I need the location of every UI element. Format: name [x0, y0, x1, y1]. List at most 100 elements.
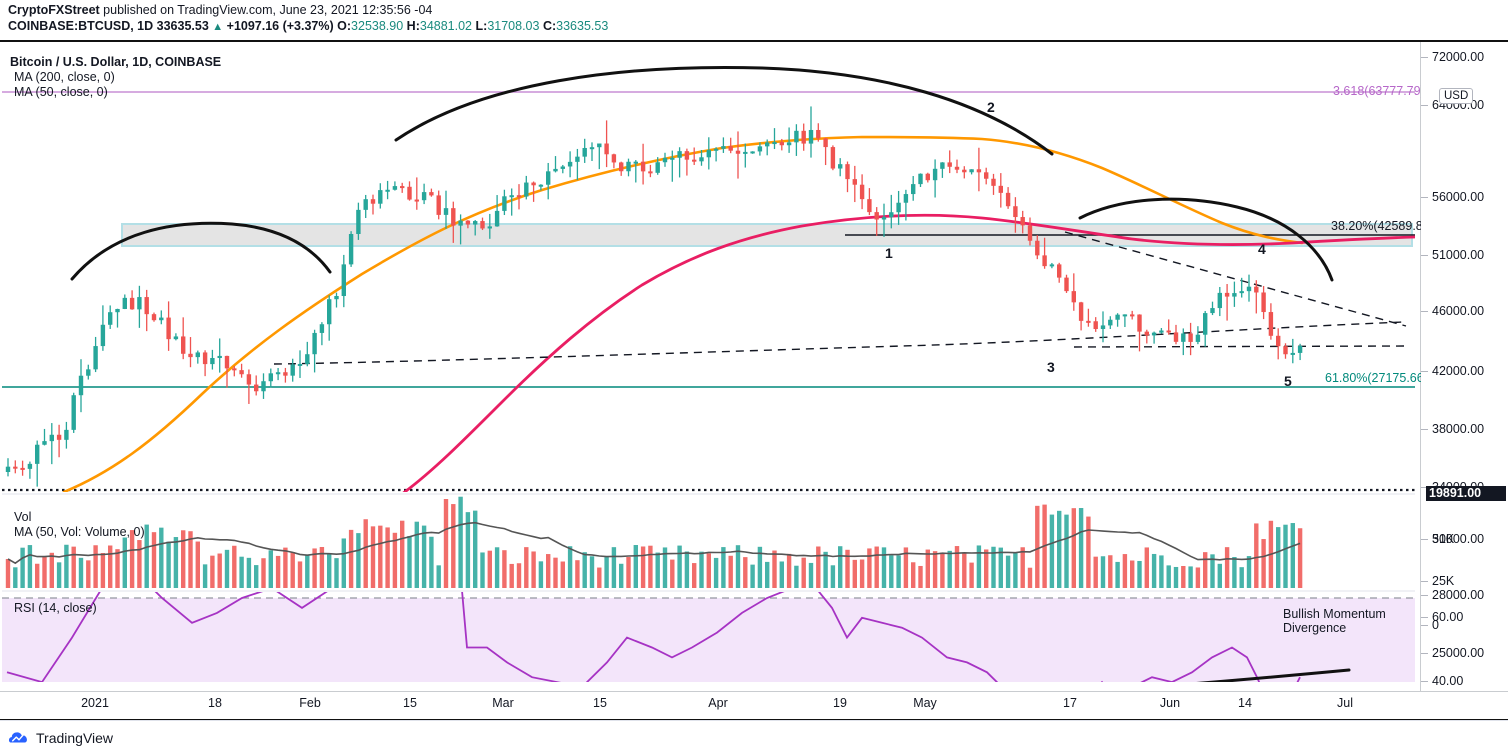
- volume-bar: [947, 550, 952, 588]
- candle-body: [954, 166, 960, 170]
- volume-bar: [341, 538, 346, 588]
- wave-label-1: 1: [885, 245, 893, 261]
- candle-body: [327, 299, 332, 325]
- volume-bar: [845, 549, 850, 588]
- volume-bar: [757, 546, 763, 588]
- candle-body: [648, 171, 653, 174]
- candle-body: [619, 162, 624, 172]
- volume-bar: [115, 549, 120, 588]
- price-tick: 28000.00: [1421, 588, 1484, 602]
- volume-bar: [64, 544, 69, 588]
- volume-bar: [808, 562, 814, 588]
- price-axis[interactable]: 72000.00 64000.00 56000.00 51000.00 46000.00…: [1421, 42, 1508, 750]
- candle-body: [743, 151, 748, 154]
- currency-badge[interactable]: USD: [1439, 88, 1474, 104]
- fib-3618-label: 3.618(63777.79): [1333, 84, 1425, 98]
- volume-bar: [1005, 555, 1011, 588]
- candle-body: [626, 161, 631, 172]
- tradingview-label: TradingView: [36, 730, 114, 746]
- volume-bar: [713, 557, 719, 588]
- volume-tick: 0: [1421, 618, 1439, 632]
- volume-bar: [1203, 552, 1208, 588]
- volume-bar: [896, 555, 901, 588]
- candle-body: [1122, 314, 1128, 317]
- volume-bar: [991, 546, 996, 588]
- candle-body: [1035, 240, 1040, 256]
- candle-body: [1261, 292, 1266, 313]
- candle-body: [392, 186, 398, 190]
- volume-bar: [56, 562, 62, 588]
- candle-body: [49, 434, 54, 442]
- candle-body: [779, 142, 784, 146]
- volume-tick: 50K: [1421, 532, 1454, 546]
- candle-body: [998, 185, 1003, 193]
- candle-body: [494, 210, 500, 227]
- candle-body: [845, 164, 850, 180]
- price-axis-separator: [1420, 42, 1421, 691]
- volume-bar: [319, 546, 325, 588]
- rsi-tick: 40.00: [1421, 674, 1463, 688]
- candle-body: [370, 199, 376, 204]
- time-axis[interactable]: 2021 18 Feb 15 Mar 15 Apr 19 May 17 Jun 14 Jul: [0, 691, 1508, 719]
- volume-bar: [699, 551, 704, 588]
- candle-body: [108, 312, 113, 325]
- wave-label-2: 2: [987, 99, 995, 115]
- volume-bar: [670, 559, 675, 588]
- candle-body: [677, 151, 682, 158]
- candle-body: [1195, 334, 1201, 342]
- volume-bar: [1057, 510, 1062, 588]
- candle-body: [421, 192, 427, 201]
- volume-tick: 25K: [1421, 574, 1454, 588]
- candle-body: [509, 195, 514, 198]
- candle-body: [1027, 225, 1033, 241]
- volume-bar: [297, 561, 303, 588]
- candle-body: [1108, 319, 1113, 326]
- volume-bar: [611, 547, 617, 588]
- volume-bar: [677, 545, 682, 588]
- candle-body: [765, 142, 770, 147]
- chart-canvas[interactable]: 1 2 3 4 5: [2, 42, 1415, 682]
- time-tick: 19: [833, 696, 847, 710]
- candle-body: [918, 173, 923, 185]
- wave-label-4: 4: [1258, 241, 1266, 257]
- volume-bar: [122, 537, 127, 588]
- candle-body: [100, 324, 106, 347]
- candle-body: [1268, 312, 1274, 336]
- candle-body: [786, 142, 792, 146]
- volume-bar: [1027, 567, 1033, 588]
- candle-body: [546, 171, 551, 185]
- candle-body: [297, 363, 303, 366]
- candle-body: [699, 157, 704, 162]
- volume-bar: [473, 510, 478, 588]
- volume-bar: [151, 532, 157, 588]
- volume-bar: [86, 560, 91, 588]
- volume-bar: [1261, 539, 1266, 588]
- volume-bar: [1290, 523, 1295, 588]
- chart-plot-area[interactable]: 1 2 3 4 5: [2, 42, 1415, 682]
- candle-body: [597, 143, 602, 148]
- candle-body: [13, 466, 18, 469]
- open-label: O:: [337, 19, 352, 33]
- tradingview-logo[interactable]: TradingView: [8, 729, 113, 747]
- candle-body: [1013, 206, 1018, 218]
- candle-body: [940, 162, 945, 169]
- volume-bar: [144, 524, 149, 588]
- volume-bar: [582, 552, 587, 588]
- volume-bar: [765, 561, 770, 588]
- candle-body: [1276, 335, 1281, 347]
- volume-bar: [254, 565, 259, 588]
- candle-body: [443, 208, 449, 215]
- volume-bar: [962, 553, 967, 588]
- candle-body: [640, 161, 646, 172]
- candle-body: [268, 373, 273, 382]
- volume-bar: [779, 561, 784, 588]
- rsi-divergence-line2: Divergence: [1283, 621, 1347, 635]
- candle-body: [173, 336, 179, 340]
- candle-body: [305, 354, 310, 364]
- candle-body: [589, 147, 595, 150]
- candlestick-series[interactable]: [5, 106, 1303, 487]
- candle-body: [385, 189, 390, 192]
- candle-body: [1130, 314, 1135, 317]
- rsi-divergence-trendline: [1195, 668, 1351, 682]
- volume-bar: [1232, 557, 1237, 588]
